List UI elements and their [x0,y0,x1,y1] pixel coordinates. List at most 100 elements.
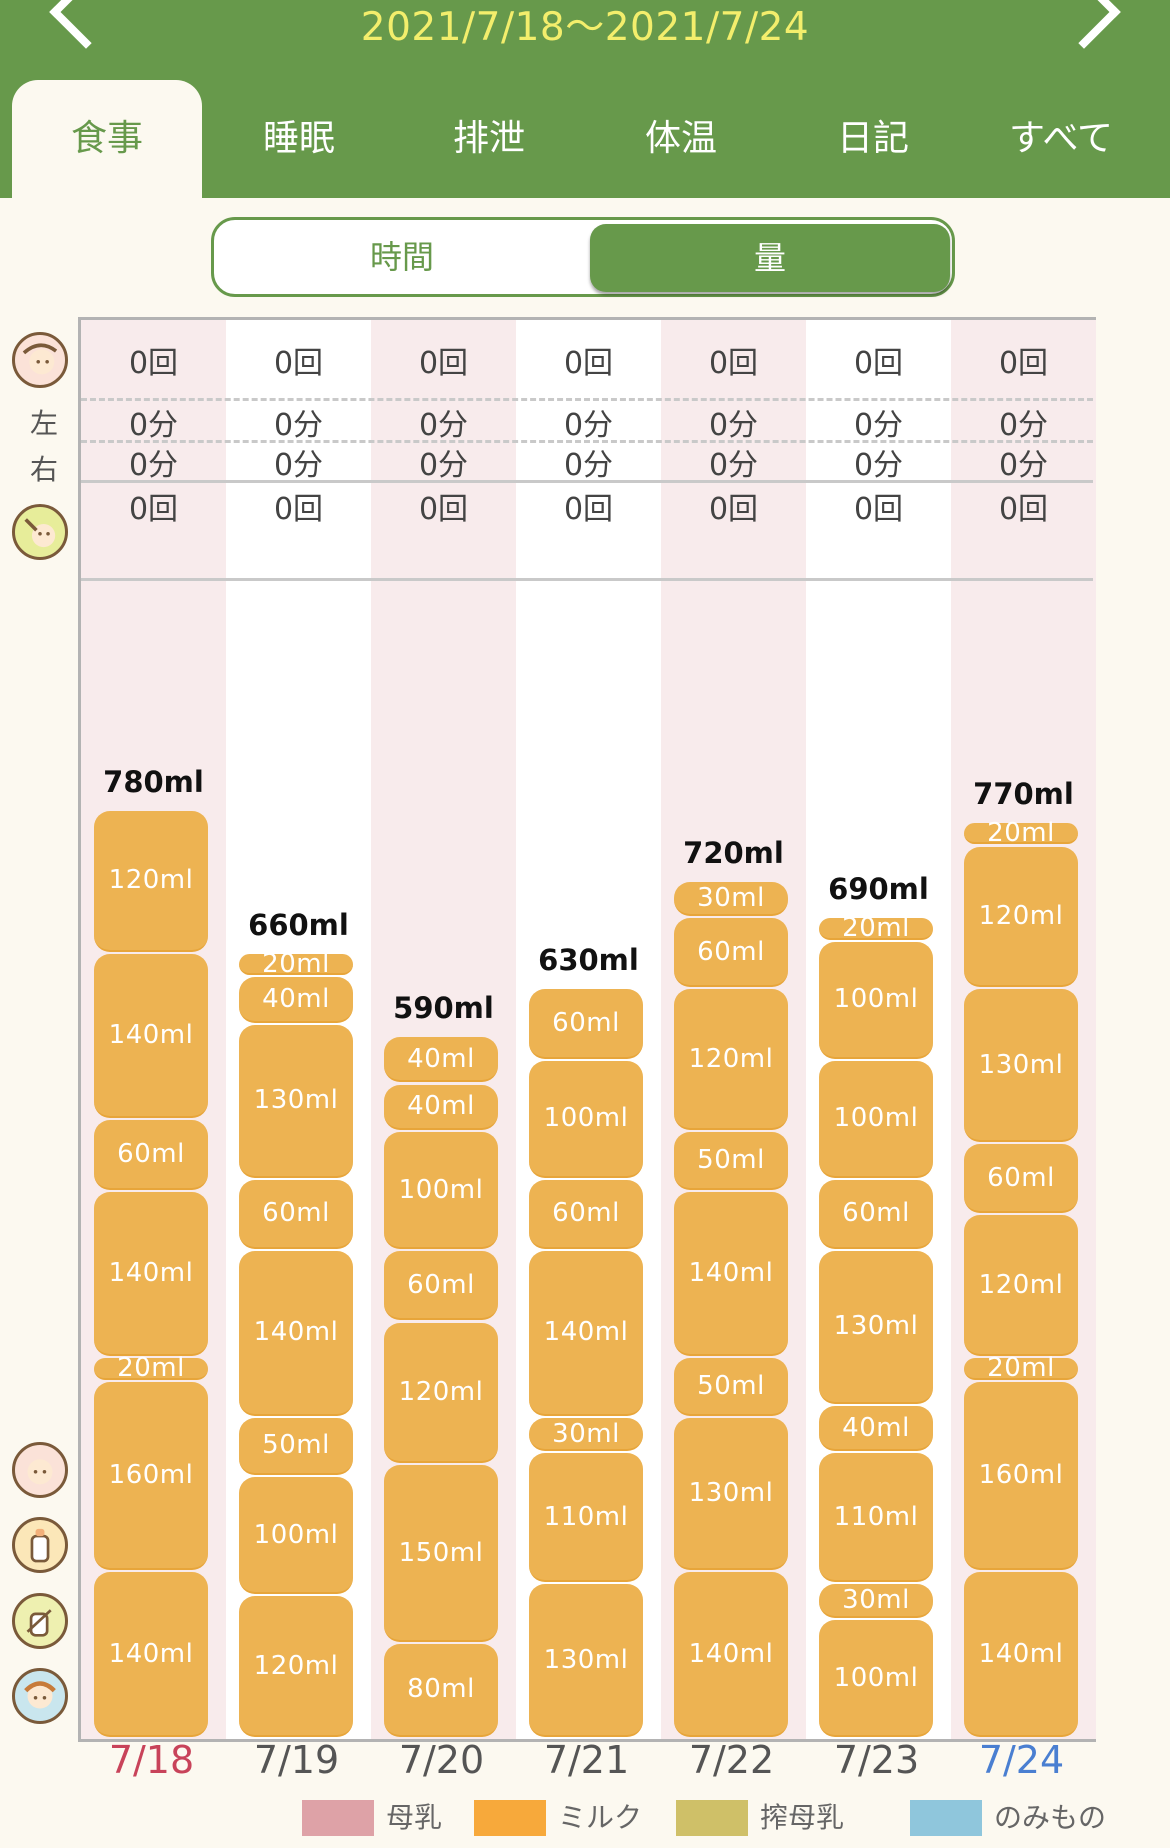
milk-bar-segment[interactable]: 60ml [529,989,643,1059]
day-column: 0回 0分 0分 0回 120ml 100ml 50ml 140ml 60ml 130ml 40ml… [226,320,371,1739]
pumped-milk-icon [12,1593,68,1649]
right-side-label: 右 [30,453,59,486]
milk-bar-segment[interactable]: 60ml [674,917,788,988]
milk-bar-segment[interactable]: 140ml [239,1251,353,1416]
row-divider [81,398,1093,401]
milk-bar-segment[interactable]: 50ml [674,1132,788,1190]
milk-bar-segment[interactable]: 130ml [819,1251,933,1404]
day-column: 0回 0分 0分 0回 140ml 160ml 20ml 140ml 60ml 140ml 120m… [81,320,226,1739]
milk-bar-segment[interactable]: 60ml [94,1120,208,1190]
food-count: 0回 [998,492,1049,527]
milk-bar-segment[interactable]: 20ml [964,1353,1078,1383]
row-divider [81,480,1093,483]
amount-mode-button[interactable]: 量 [590,224,950,292]
legend-label: 搾母乳 [760,1801,845,1834]
day-date-label: 7/22 [688,1738,775,1782]
legend-swatch [910,1800,982,1836]
milk-bar-segment[interactable]: 20ml [819,913,933,943]
legend-swatch [676,1800,748,1836]
tab-meal[interactable]: 食事 [12,80,202,198]
milk-bar-segment[interactable]: 60ml [529,1179,643,1250]
milk-bar-segment[interactable]: 130ml [674,1417,788,1571]
daily-total: 660ml [248,907,349,942]
milk-bar-segment[interactable]: 100ml [819,1620,933,1737]
milk-bar-segment[interactable]: 60ml [819,1179,933,1250]
daily-total: 780ml [103,764,204,799]
right-minutes: 0分 [418,448,469,483]
weekly-amount-table: 0回 0分 0分 0回 140ml 160ml 20ml 140ml 60ml 140ml 120m… [78,317,1096,1742]
milk-bar-segment[interactable]: 100ml [819,1060,933,1178]
left-minutes: 0分 [128,408,179,443]
milk-bar-segment[interactable]: 140ml [964,1572,1078,1737]
food-count: 0回 [418,492,469,527]
food-count: 0回 [273,492,324,527]
milk-bar-segment[interactable]: 100ml [384,1132,498,1250]
tab-sleep[interactable]: 睡眠 [262,118,335,159]
milk-bar-segment[interactable]: 40ml [384,1036,498,1083]
milk-bar-segment[interactable]: 100ml [819,941,933,1059]
milk-bar-segment[interactable]: 100ml [239,1477,353,1595]
day-date-label: 7/19 [253,1738,340,1782]
milk-bar-segment[interactable]: 60ml [384,1251,498,1321]
milk-bar-segment[interactable]: 30ml [529,1417,643,1452]
legend-label: のみもの [994,1801,1107,1834]
milk-bar-segment[interactable]: 140ml [674,1572,788,1737]
milk-bar-segment[interactable]: 100ml [529,1060,643,1178]
milk-bar-segment[interactable]: 30ml [819,1584,933,1618]
milk-bar-segment[interactable]: 20ml [239,949,353,979]
milk-bar-segment[interactable]: 120ml [674,989,788,1131]
row-divider [81,440,1093,443]
milk-bar-segment[interactable]: 40ml [384,1084,498,1131]
milk-bar-segment[interactable]: 140ml [94,953,208,1119]
day-column: 0回 0分 0分 0回 100ml 30ml 110ml 40ml 130ml 60ml 100ml… [806,320,951,1739]
milk-bar-segment[interactable]: 130ml [529,1584,643,1737]
milk-bar-segment[interactable]: 20ml [964,818,1078,848]
breast-count: 0回 [708,346,759,381]
milk-bar-segment[interactable]: 120ml [384,1322,498,1464]
legend-label: 母乳 [386,1801,443,1834]
time-mode-button[interactable]: 時間 [369,238,434,276]
daily-total: 690ml [828,871,929,906]
tab-temperature[interactable]: 体温 [644,118,717,159]
breast-milk-icon [12,1442,68,1498]
tab-all[interactable]: すべて [1008,118,1114,159]
tab-excretion[interactable]: 排泄 [452,118,525,159]
milk-bar-segment[interactable]: 60ml [239,1179,353,1250]
drink-icon [12,1668,68,1724]
milk-bar-segment[interactable]: 140ml [674,1191,788,1357]
left-minutes: 0分 [418,408,469,443]
milk-bar-segment[interactable]: 120ml [964,846,1078,988]
milk-bar-segment[interactable]: 160ml [94,1382,208,1571]
milk-bar-segment[interactable]: 20ml [94,1353,208,1383]
right-minutes: 0分 [563,448,614,483]
milk-bar-segment[interactable]: 50ml [239,1417,353,1476]
breastfeeding-icon [12,332,68,388]
milk-bar-segment[interactable]: 150ml [384,1465,498,1642]
milk-bar-segment[interactable]: 110ml [819,1453,933,1583]
milk-bar-segment[interactable]: 120ml [964,1215,1078,1357]
right-minutes: 0分 [708,448,759,483]
milk-bar-segment[interactable]: 130ml [964,989,1078,1142]
milk-bar-segment[interactable]: 140ml [529,1251,643,1416]
tab-diary[interactable]: 日記 [836,118,909,159]
milk-bar-segment[interactable]: 120ml [94,810,208,952]
milk-bar-segment[interactable]: 30ml [674,882,788,916]
header-bar: 2021/7/18〜2021/7/24 食事 睡眠 排泄 体温 日記 すべて [0,0,1170,198]
milk-bar-segment[interactable]: 140ml [94,1191,208,1357]
milk-bar-segment[interactable]: 50ml [674,1358,788,1416]
milk-bar-segment[interactable]: 140ml [94,1572,208,1737]
milk-bar-segment[interactable]: 120ml [239,1596,353,1737]
milk-bar-segment[interactable]: 160ml [964,1382,1078,1571]
milk-bar-segment[interactable]: 130ml [239,1025,353,1178]
milk-bar-segment[interactable]: 40ml [819,1405,933,1452]
day-date-label: 7/20 [398,1738,485,1782]
right-minutes: 0分 [853,448,904,483]
milk-bar-segment[interactable]: 80ml [384,1643,498,1737]
left-minutes: 0分 [708,408,759,443]
left-minutes: 0分 [998,408,1049,443]
legend-swatch [474,1800,546,1836]
food-count: 0回 [708,492,759,527]
milk-bar-segment[interactable]: 40ml [239,977,353,1023]
milk-bar-segment[interactable]: 110ml [529,1453,643,1583]
milk-bar-segment[interactable]: 60ml [964,1144,1078,1214]
